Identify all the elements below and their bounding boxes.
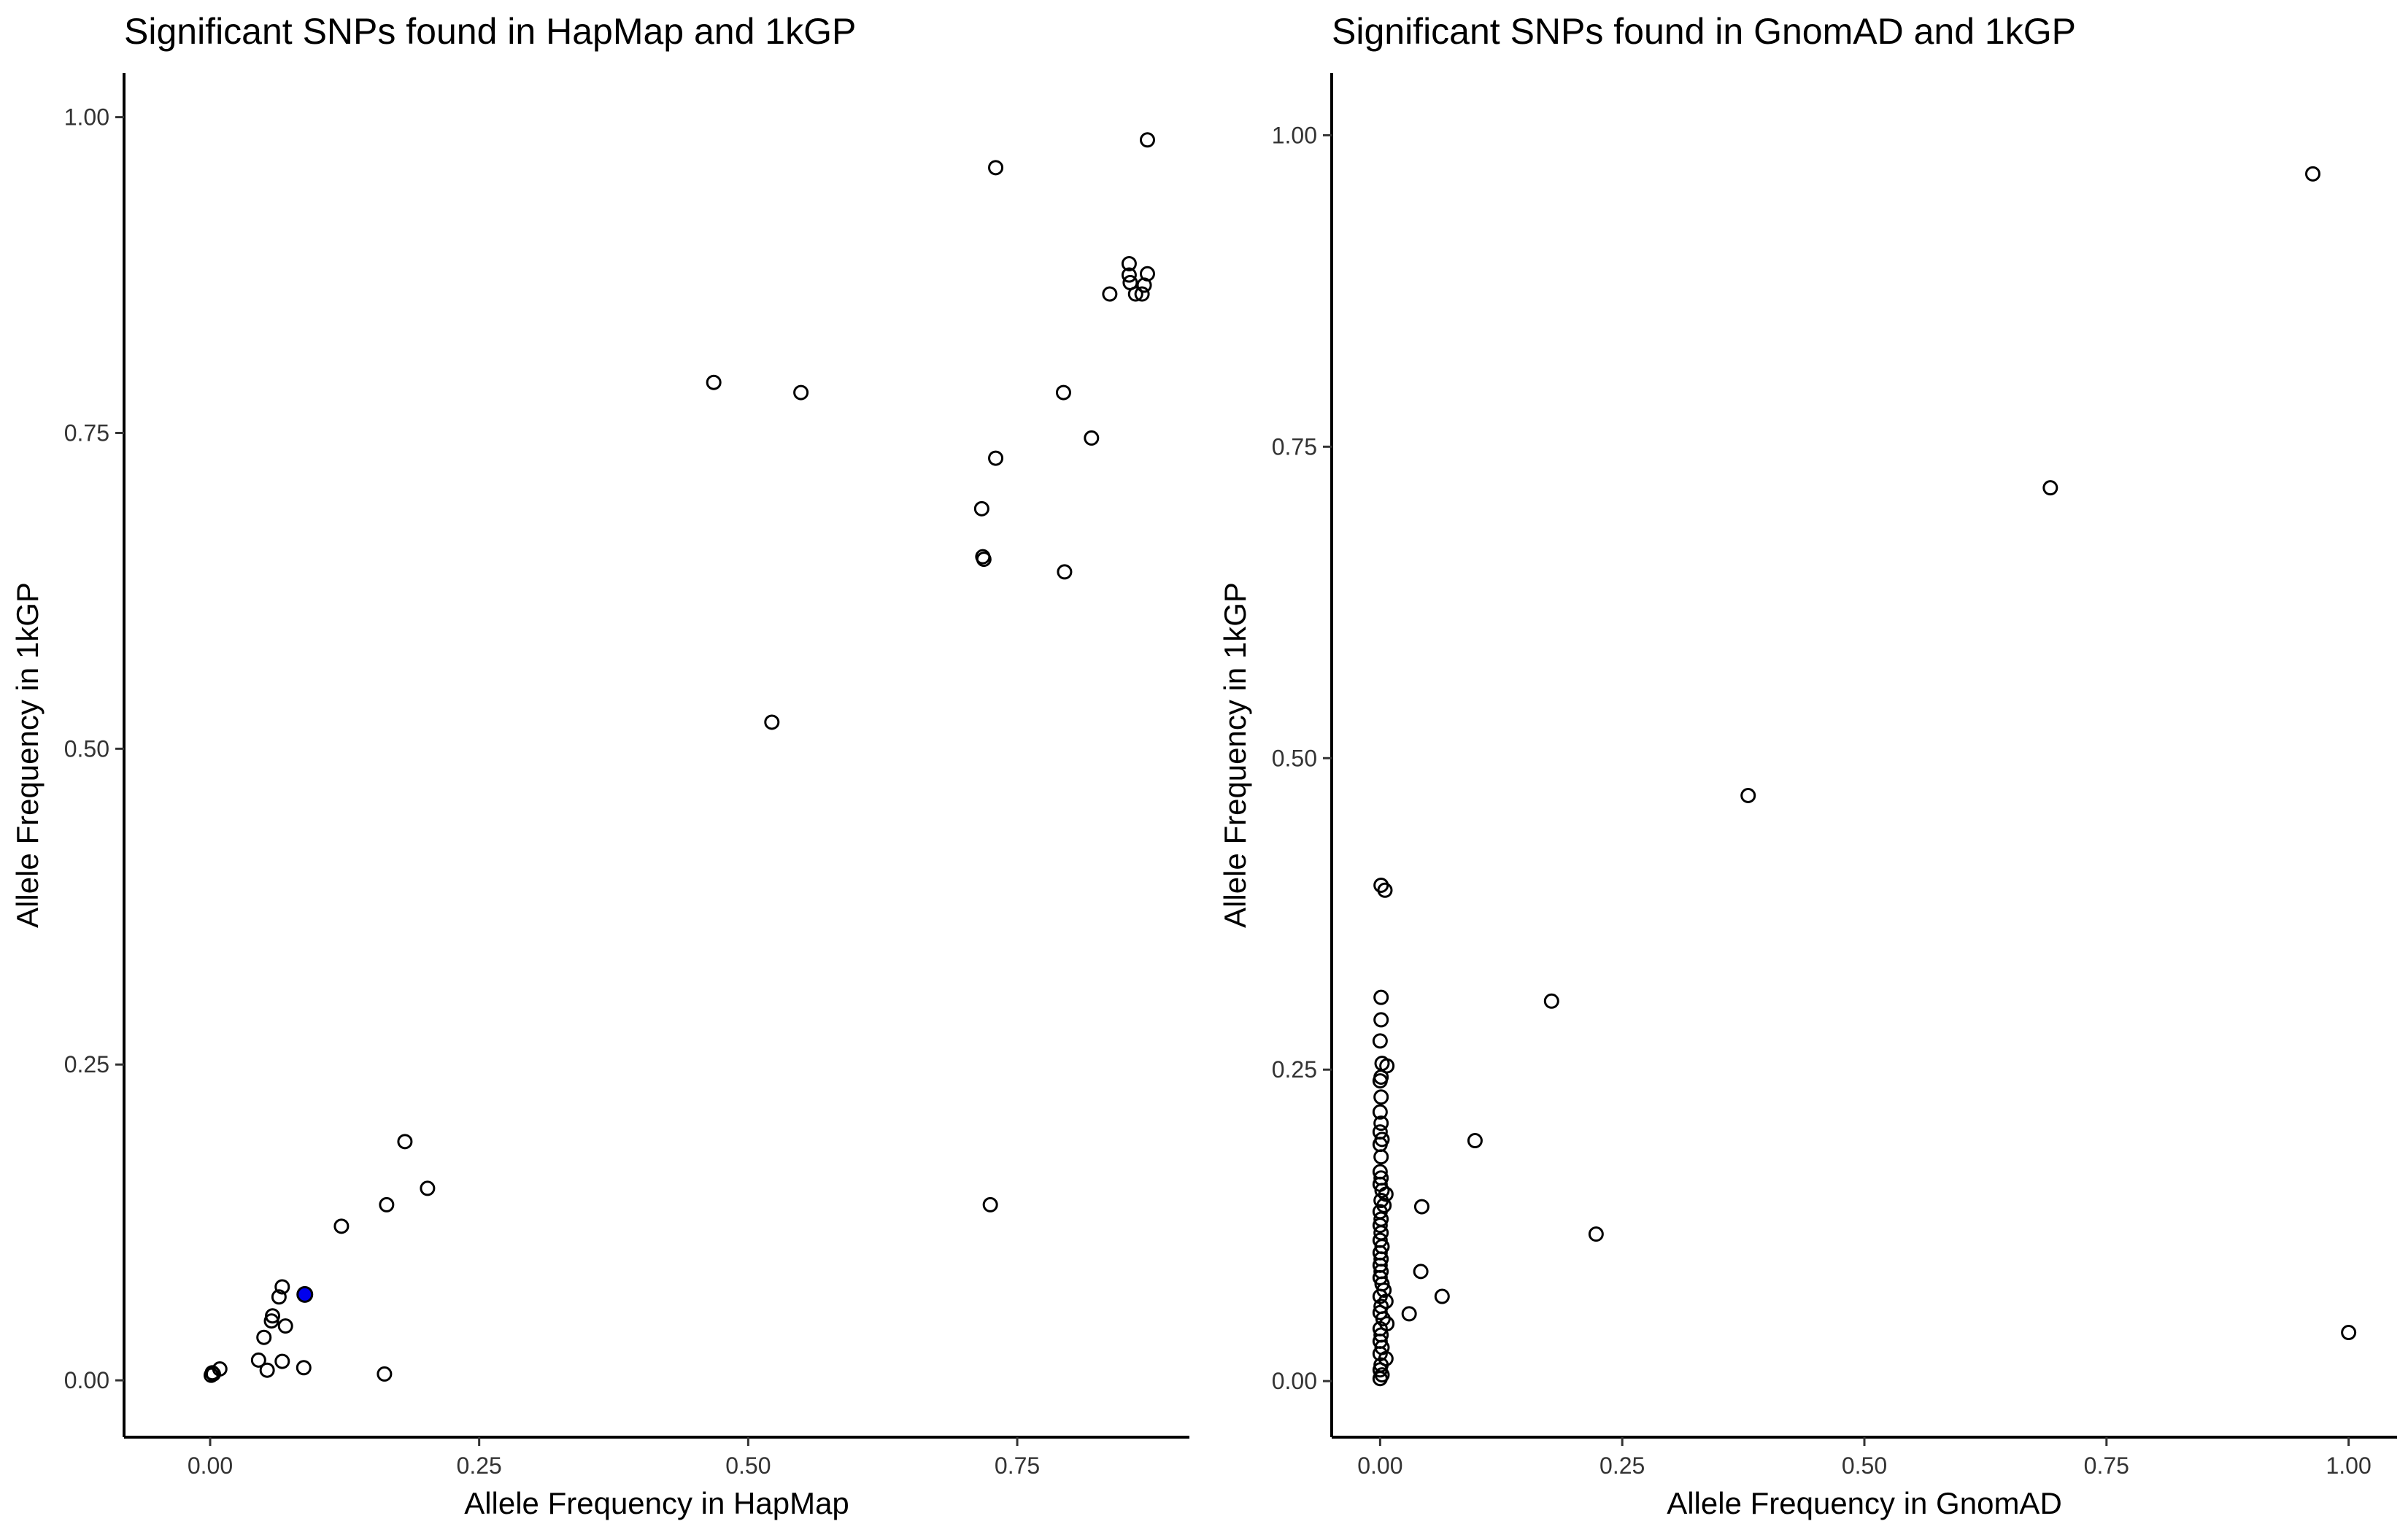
y-tick-label: 0.00 — [64, 1367, 109, 1393]
x-tick-label: 0.75 — [2084, 1452, 2129, 1479]
data-point — [1373, 989, 1389, 1005]
data-point — [397, 1134, 413, 1150]
x-tick-label: 0.75 — [995, 1452, 1040, 1479]
data-point — [377, 1366, 393, 1382]
data-point — [1373, 1149, 1389, 1165]
data-point — [988, 450, 1004, 466]
data-point — [296, 1360, 312, 1376]
y-tick-label: 0.75 — [64, 419, 109, 446]
x-axis-label: Allele Frequency in HapMap — [464, 1486, 849, 1520]
data-point — [1139, 132, 1155, 148]
data-point — [1413, 1199, 1429, 1215]
data-point — [976, 552, 992, 568]
x-tick-label: 1.00 — [2326, 1452, 2371, 1479]
data-point — [274, 1279, 290, 1295]
chart-title: Significant SNPs found in HapMap and 1kG… — [124, 11, 856, 52]
data-point — [1413, 1264, 1429, 1280]
data-point — [1374, 1183, 1390, 1199]
y-tick-label: 1.00 — [1272, 122, 1317, 148]
data-point — [259, 1362, 275, 1378]
x-tick-label: 0.25 — [1599, 1452, 1645, 1479]
data-point — [1372, 1033, 1388, 1049]
data-point — [2042, 480, 2058, 496]
data-point — [420, 1180, 436, 1196]
x-axis-label: Allele Frequency in GnomAD — [1667, 1486, 2062, 1520]
data-point — [1084, 430, 1100, 446]
data-point — [333, 1218, 350, 1234]
data-point — [706, 374, 722, 390]
data-point — [274, 1353, 290, 1369]
data-point — [1588, 1226, 1604, 1242]
data-point — [1377, 882, 1393, 898]
y-tick-label: 0.50 — [64, 735, 109, 762]
data-point — [2305, 166, 2321, 182]
data-point — [1134, 286, 1150, 302]
data-point — [250, 1352, 266, 1368]
y-tick-label: 0.75 — [1272, 433, 1317, 460]
highlighted-data-point — [296, 1285, 314, 1303]
x-tick-label: 0.50 — [1842, 1452, 1887, 1479]
panel-gnomad: Significant SNPs found in GnomAD and 1kG… — [1218, 11, 2397, 1520]
data-point — [271, 1289, 287, 1305]
data-point — [793, 384, 809, 401]
data-point — [379, 1196, 395, 1212]
data-point — [1467, 1133, 1483, 1149]
data-point — [1055, 384, 1071, 401]
data-point — [265, 1308, 281, 1324]
data-point — [1740, 788, 1756, 804]
data-point — [988, 160, 1004, 176]
data-point — [277, 1318, 293, 1334]
data-point — [982, 1196, 998, 1212]
data-point — [1057, 564, 1073, 580]
data-point — [1139, 266, 1155, 282]
x-tick-label: 0.00 — [188, 1452, 233, 1479]
y-axis-label: Allele Frequency in 1kGP — [1218, 582, 1252, 928]
data-point — [1372, 1073, 1388, 1089]
y-tick-label: 0.25 — [64, 1051, 109, 1078]
data-point — [1121, 267, 1137, 283]
data-point — [1121, 255, 1137, 271]
data-point — [1102, 286, 1118, 302]
data-point — [212, 1361, 228, 1377]
data-point — [1543, 993, 1559, 1009]
data-point — [1372, 1218, 1388, 1234]
x-tick-label: 0.25 — [457, 1452, 502, 1479]
data-point — [1434, 1288, 1450, 1304]
y-tick-label: 0.00 — [1272, 1368, 1317, 1394]
chart-title: Significant SNPs found in GnomAD and 1kG… — [1332, 11, 2076, 52]
data-point — [973, 500, 989, 517]
y-tick-label: 0.50 — [1272, 745, 1317, 771]
x-tick-label: 0.50 — [725, 1452, 771, 1479]
y-axis-label: Allele Frequency in 1kGP — [10, 582, 45, 928]
data-point — [1373, 1089, 1389, 1105]
y-tick-label: 1.00 — [64, 104, 109, 131]
data-point — [1373, 1012, 1389, 1028]
x-tick-label: 0.00 — [1357, 1452, 1402, 1479]
panel-hapmap: Significant SNPs found in HapMap and 1kG… — [10, 11, 1189, 1520]
data-point — [764, 714, 780, 730]
data-point — [1401, 1306, 1417, 1322]
data-point — [1373, 1115, 1389, 1131]
data-point — [1372, 1104, 1388, 1120]
data-point — [2341, 1325, 2357, 1341]
y-tick-label: 0.25 — [1272, 1056, 1317, 1083]
data-point — [256, 1329, 272, 1345]
data-point — [1372, 1371, 1388, 1387]
data-point — [1127, 286, 1143, 302]
